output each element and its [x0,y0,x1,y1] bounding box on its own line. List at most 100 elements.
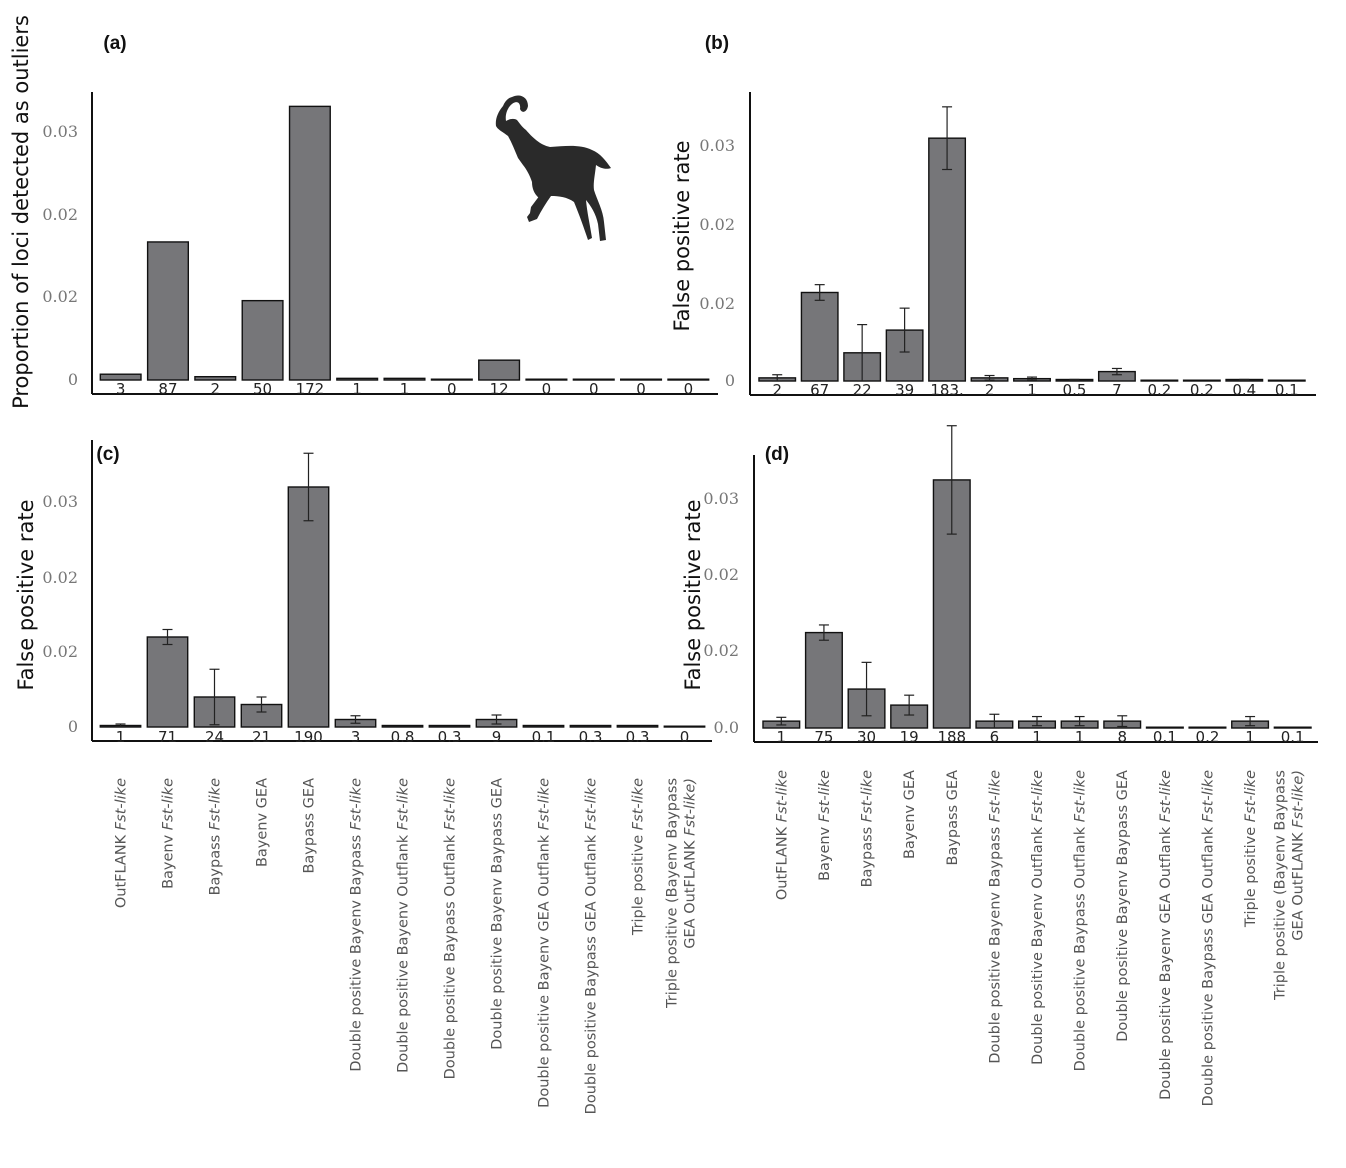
category-label: Baypass GEA [945,770,961,866]
count-label: 0 [680,728,690,746]
panel-d: 0.0 0.02 0.02 0.03 (d) False positive rate 1 75… [681,425,1318,746]
category-label: Baypass Fst-like [860,770,876,888]
bar [1267,379,1306,382]
count-label: 0 [447,380,457,398]
category-label: Triple positive Fst-like [631,778,647,936]
y-tick-label: 0.02 [42,568,78,587]
bar [478,359,521,381]
bar [287,486,330,728]
category-label: Triple positive (Bayenv Baypass [665,778,681,1009]
category-label: Double positive Baypass Outflank Fst-lik… [443,778,459,1079]
count-label: 3 [351,728,361,746]
bar [99,373,142,381]
count-label: 75 [814,728,833,746]
count-label: 6 [990,728,1000,746]
bar [569,724,612,728]
count-label: 0 [542,380,552,398]
count-label: 0.3 [626,728,650,746]
category-label: Triple positive Fst-like [1243,770,1259,928]
y-tick-label: 0.02 [699,215,735,234]
bar [336,377,379,381]
count-label: 87 [158,380,177,398]
count-label: 0.2 [1147,381,1171,399]
category-label: Bayenv GEA [255,778,271,867]
category-labels: OutFLANK Fst-like Bayenv Fst-like Baypass … [114,770,1307,1114]
count-label: 0.2 [1196,728,1220,746]
count-label: 24 [205,728,224,746]
category-label: Double positive Baypass GEA Outflank Fst… [584,778,600,1114]
bar [1182,379,1221,382]
bar [663,725,706,728]
bar [146,636,189,728]
category-label: Double positive Bayenv Baypass GEA [1115,770,1131,1042]
category-label: Double positive Bayenv Baypass GEA [490,778,506,1050]
bar [194,375,237,381]
bar [525,378,568,381]
bar [1145,726,1184,729]
count-label: 188 [937,728,966,746]
count-label: 0.1 [532,728,556,746]
bar [667,378,710,381]
y-tick-label: 0.02 [703,641,739,660]
y-tick-label: 0.02 [699,294,735,313]
y-tick-label: 0.02 [42,642,78,661]
count-label: 1 [1075,728,1085,746]
bar [383,377,426,381]
category-label: Double positive Bayenv GEA Outflank Fst-… [1158,770,1174,1100]
y-tick-label: 0.02 [42,287,78,306]
bar [800,291,839,382]
y-tick-label: 0 [725,371,735,390]
count-label: 0.3 [438,728,462,746]
count-label: 3 [116,380,126,398]
category-label: Double positive Bayenv Outflank Fst-like [1030,770,1046,1065]
count-label: 2 [210,380,220,398]
category-label: OutFLANK Fst-like [114,778,130,908]
category-label: Double positive Bayenv Baypass Fst-like [987,770,1003,1064]
count-label: 0.1 [1281,728,1305,746]
count-label: 1 [116,728,126,746]
count-label: 30 [857,728,876,746]
count-label: 9 [492,728,502,746]
y-tick-label: 0.03 [42,492,78,511]
panel-a: 0 0.02 0.02 0.03 (a) Proportion of loci detec… [9,15,718,409]
y-tick-label: 0.0 [714,718,739,737]
count-label: 12 [490,380,509,398]
bar [381,724,424,728]
count-label: 1 [352,380,362,398]
bar [804,631,843,729]
ibex-silhouette-icon [495,95,611,241]
y-tick-label: 0.03 [42,122,78,141]
count-label: 21 [252,728,271,746]
count-label: 0.2 [1190,381,1214,399]
bar [241,299,284,381]
y-axis-label: False positive rate [670,140,694,331]
count-label: 172 [296,380,325,398]
count-label: 1 [777,728,787,746]
category-label: GEA OutFLANK Fst-like) [1291,770,1307,941]
panel-c: 0 0.02 0.02 0.03 (c) False positive rate 1 71 24… [14,440,712,746]
y-axis-label: False positive rate [14,499,38,690]
count-label: 7 [1112,381,1122,399]
count-label: 0.8 [391,728,415,746]
category-label: GEA OutFLANK Fst-like) [683,778,699,949]
category-label: Baypass Fst-like [208,778,224,896]
count-label: 1 [1032,728,1042,746]
y-tick-label: 0.03 [703,489,739,508]
category-label: Baypass GEA [302,778,318,874]
count-label: 0.5 [1063,381,1087,399]
count-label: 1 [1245,728,1255,746]
y-axis-label: Proportion of loci detected as outliers [9,15,33,409]
category-label: Triple positive (Bayenv Baypass [1273,770,1289,1001]
count-label: 0.1 [1275,381,1299,399]
y-tick-label: 0.02 [42,205,78,224]
bar [288,105,331,381]
count-label: 0.4 [1232,381,1256,399]
category-label: Double positive Bayenv GEA Outflank Fst-… [537,778,553,1108]
y-tick-label: 0.02 [703,565,739,584]
category-label: OutFLANK Fst-like [774,770,790,900]
count-label: 183. [930,381,963,399]
bar [1140,379,1179,382]
bar [522,724,565,728]
y-tick-label: 0 [68,717,78,736]
